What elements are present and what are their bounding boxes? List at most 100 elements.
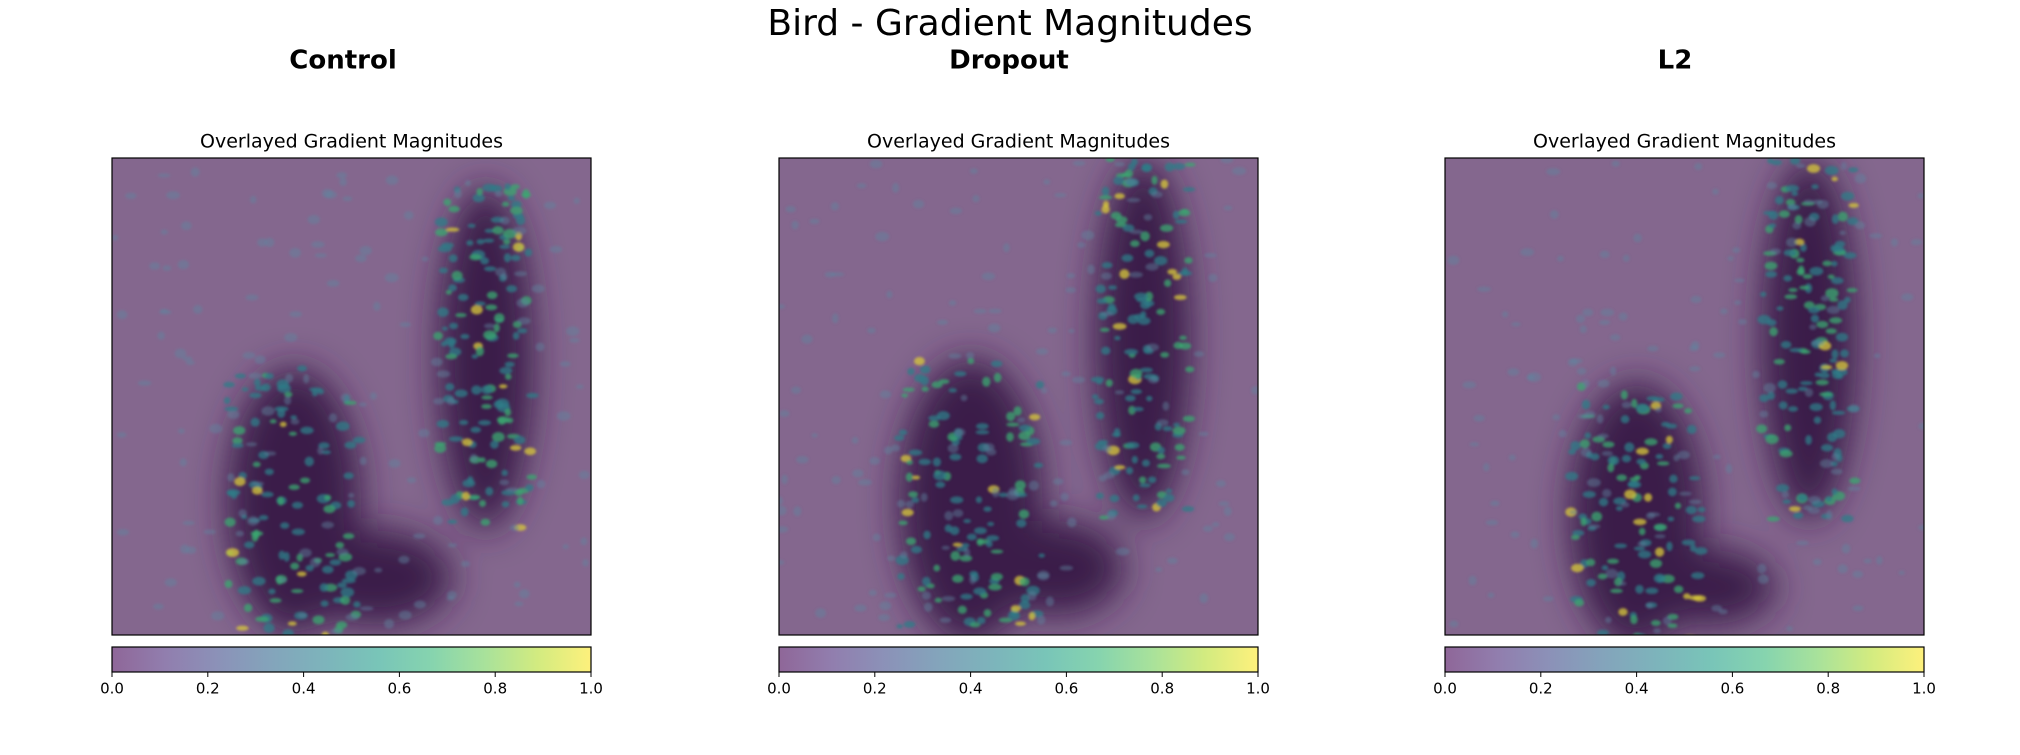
speckle: [493, 323, 500, 333]
speckle: [1759, 410, 1769, 418]
speckle: [1449, 620, 1459, 628]
speckle: [1114, 335, 1121, 341]
speckle: [1045, 596, 1055, 607]
speckle: [906, 459, 913, 465]
speckle: [1199, 593, 1209, 604]
speckle: [1822, 260, 1832, 267]
speckle: [466, 240, 474, 246]
speckles: [779, 158, 1258, 645]
speckle: [549, 245, 563, 253]
speckle: [1139, 367, 1153, 373]
speckle: [398, 610, 412, 620]
speckle: [1036, 615, 1046, 625]
speckle: [515, 215, 526, 226]
speckle: [1095, 284, 1106, 294]
speckle: [815, 608, 826, 618]
speckle: [525, 484, 534, 492]
speckle: [457, 293, 469, 301]
speckle: [991, 487, 1000, 498]
figure-title: Bird - Gradient Magnitudes: [767, 3, 1252, 44]
speckle: [1662, 616, 1672, 625]
speckle: [340, 393, 351, 403]
speckle: [314, 253, 327, 258]
speckle: [385, 175, 399, 186]
speckle: [509, 524, 520, 532]
speckles: [112, 167, 590, 635]
speckle: [976, 423, 989, 430]
speckle: [1666, 541, 1673, 552]
speckle: [854, 604, 867, 612]
speckle: [1644, 438, 1658, 446]
speckle: [1873, 353, 1881, 359]
speckle: [483, 238, 495, 243]
speckle: [211, 611, 225, 621]
speckle: [1571, 563, 1584, 573]
speckle: [280, 522, 290, 529]
speckle: [1605, 616, 1612, 624]
subplot-title: Overlayed Gradient Magnitudes: [200, 131, 503, 153]
speckle: [182, 356, 193, 362]
speckle: [1635, 584, 1644, 594]
speckle: [323, 504, 336, 514]
speckle: [1804, 388, 1814, 397]
colorbar-frame: [778, 646, 1259, 673]
speckle: [359, 245, 372, 256]
speckle: [1725, 463, 1733, 474]
speckle: [494, 191, 503, 197]
speckle: [974, 527, 987, 535]
speckle: [1811, 184, 1819, 190]
speckle: [504, 408, 512, 417]
speckle: [918, 458, 932, 466]
speckle: [793, 506, 802, 517]
speckle: [1096, 298, 1108, 304]
speckle: [1203, 525, 1213, 532]
speckle: [1068, 328, 1075, 334]
speckle: [149, 262, 161, 270]
speckle: [985, 448, 997, 456]
speckle: [1141, 459, 1150, 467]
speckle: [1101, 204, 1110, 214]
speckle: [890, 444, 901, 452]
speckle: [1828, 297, 1839, 302]
speckle: [1815, 379, 1829, 386]
speckle: [1694, 547, 1708, 555]
speckle: [1485, 519, 1498, 526]
speckle: [283, 551, 290, 562]
speckle: [1775, 196, 1784, 205]
speckle: [867, 327, 876, 334]
speckle: [852, 469, 864, 478]
speckle: [976, 454, 988, 464]
speckle: [1712, 188, 1719, 195]
speckle: [1131, 455, 1138, 464]
speckle: [1638, 527, 1646, 536]
speckle: [1156, 453, 1166, 460]
speckle: [1137, 316, 1151, 325]
speckle: [190, 167, 200, 177]
speckle: [471, 385, 482, 395]
speckle: [963, 547, 971, 558]
speckle: [1689, 476, 1701, 481]
speckle: [1662, 442, 1672, 450]
speckle: [234, 477, 246, 487]
speckle: [1665, 435, 1673, 444]
speckle: [1784, 424, 1792, 432]
speckle: [1752, 370, 1760, 379]
speckle: [1132, 494, 1140, 502]
speckle: [521, 192, 532, 198]
speckle: [1669, 474, 1678, 483]
speckle: [1767, 158, 1774, 164]
speckle: [1575, 314, 1585, 323]
speckle: [1617, 638, 1625, 645]
speckle: [569, 338, 580, 343]
speckle: [1586, 478, 1601, 487]
speckle: [1901, 293, 1914, 301]
speckle: [949, 207, 963, 215]
speckle: [1181, 505, 1195, 512]
speckle: [160, 229, 168, 235]
speckle: [1777, 380, 1788, 389]
speckle: [938, 637, 945, 645]
speckle: [1629, 477, 1640, 482]
speckle: [1100, 311, 1114, 317]
speckle: [1098, 475, 1107, 482]
